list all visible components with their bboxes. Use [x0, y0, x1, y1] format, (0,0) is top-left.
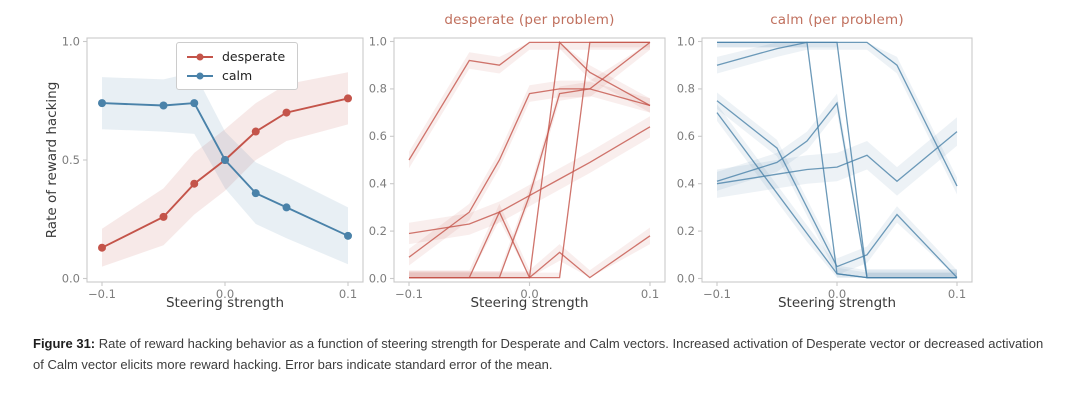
- x-tick-label: −0.1: [703, 287, 731, 301]
- y-tick-label: 0.4: [369, 177, 387, 191]
- legend: desperate calm: [176, 42, 299, 90]
- data-point-calm: [159, 101, 168, 110]
- y-tick-label: 0.6: [677, 129, 695, 143]
- legend-item-desperate: desperate: [187, 49, 285, 64]
- legend-label-calm: calm: [222, 68, 253, 83]
- data-point-desperate: [159, 212, 168, 221]
- x-tick-label: 0.1: [948, 287, 966, 301]
- x-axis-label-desperate-chart: Steering strength: [470, 295, 589, 311]
- chart-title-calm-per-problem: calm (per problem): [770, 12, 904, 28]
- x-axis-label-calm-chart: Steering strength: [777, 295, 897, 311]
- y-tick-label: 0.8: [369, 82, 387, 96]
- chart-title-desperate-per-problem: desperate (per problem): [444, 12, 615, 28]
- data-point-desperate: [344, 94, 352, 103]
- x-tick-label: 0.1: [339, 287, 357, 301]
- data-point-calm: [190, 99, 199, 108]
- legend-label-desperate: desperate: [222, 49, 286, 64]
- y-tick-label: 0.6: [369, 129, 387, 143]
- x-tick-label: 0.0: [520, 287, 538, 301]
- error-band-problem-3: [409, 42, 650, 266]
- error-band-problem-5: [717, 117, 957, 198]
- calm-line-marker-icon: [187, 72, 213, 79]
- y-tick-label: 1.0: [62, 34, 80, 48]
- series-line-problem-7: [716, 100, 958, 279]
- data-point-calm: [221, 156, 229, 164]
- data-point-desperate: [282, 108, 291, 117]
- y-tick-label: 0.4: [677, 177, 695, 191]
- data-point-desperate: [190, 179, 199, 188]
- y-tick-label: 0.5: [62, 153, 80, 167]
- chart-desperate-per-problem: −0.1 0.0 0.1 0.0 0.2 0.4 0.6 0.8 1.0: [369, 34, 666, 301]
- error-band-problem-6: [409, 203, 650, 278]
- legend-item-calm: calm: [187, 68, 285, 83]
- error-band-calm: [102, 72, 348, 265]
- y-tick-label: 0.0: [62, 271, 80, 285]
- series-line-problem-5: [716, 131, 958, 185]
- data-point-calm: [98, 99, 106, 108]
- y-tick-label: 0.8: [677, 82, 695, 96]
- error-band-problem-2: [409, 116, 650, 245]
- charts-svg: −0.1 0.0 0.1 0.0 0.5 1.0 −0.1 0.0 0.1 0.0 0.2 0.4 0.…: [62, 34, 973, 301]
- x-tick-label: −0.1: [88, 287, 116, 301]
- figure-caption-text: Rate of reward hacking behavior as a fun…: [33, 336, 1044, 372]
- y-tick-label: 1.0: [677, 34, 695, 48]
- error-band-problem-1: [717, 42, 957, 195]
- chart-mean-rate: −0.1 0.0 0.1 0.0 0.5 1.0: [62, 34, 364, 301]
- y-tick-label: 0.0: [677, 271, 695, 285]
- error-band-problem-7: [409, 81, 650, 278]
- x-tick-label: 0.0: [216, 287, 234, 301]
- y-tick-label: 1.0: [369, 34, 387, 48]
- desperate-line-marker-icon: [187, 53, 213, 60]
- y-axis-label: Rate of reward hacking: [44, 81, 60, 239]
- chart-calm-per-problem: −0.1 0.0 0.1 0.0 0.2 0.4 0.6 0.8 1.0: [677, 34, 973, 301]
- data-point-calm: [251, 189, 260, 198]
- data-point-desperate: [98, 243, 106, 252]
- data-point-calm: [344, 231, 352, 240]
- y-tick-label: 0.0: [369, 271, 387, 285]
- x-axis-label-mean-chart: Steering strength: [165, 295, 285, 311]
- data-point-desperate: [251, 127, 260, 136]
- data-point-calm: [282, 203, 291, 212]
- y-tick-label: 0.2: [677, 224, 695, 238]
- series-line-problem-6: [716, 112, 957, 279]
- figure-caption: Figure 31: Rate of reward hacking behavi…: [33, 333, 1049, 375]
- x-tick-label: 0.1: [641, 287, 659, 301]
- series-line-problem-7: [409, 88, 651, 279]
- figure-caption-label: Figure 31:: [33, 336, 96, 351]
- x-tick-label: −0.1: [395, 287, 423, 301]
- y-tick-label: 0.2: [369, 224, 387, 238]
- x-tick-label: 0.0: [828, 287, 846, 301]
